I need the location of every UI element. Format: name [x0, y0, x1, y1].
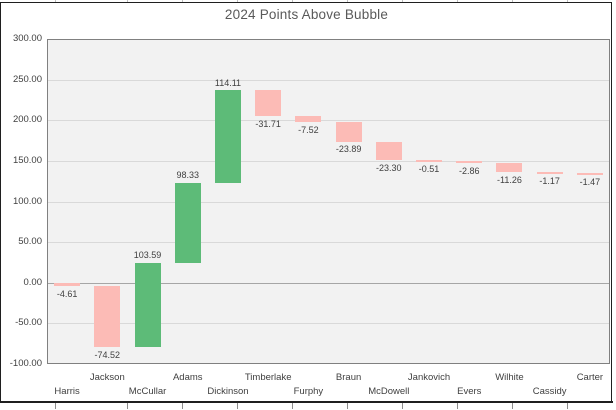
- chart-bottom-border: [0, 401, 613, 403]
- bar-mccullar[interactable]: [134, 262, 161, 348]
- chart-title[interactable]: 2024 Points Above Bubble: [224, 7, 389, 22]
- value-label-harris: -4.61: [56, 288, 78, 299]
- x-axis-label-carter: Carter: [576, 372, 604, 383]
- y-axis-tick-label: 150.00: [12, 154, 42, 166]
- gridline: [48, 242, 609, 243]
- bar-cassidy[interactable]: [536, 172, 563, 174]
- value-label-jankovich: -0.51: [418, 164, 440, 175]
- bar-jackson[interactable]: [94, 286, 121, 348]
- bar-carter[interactable]: [576, 173, 603, 175]
- value-label-carter: -1.47: [579, 177, 601, 188]
- x-axis-label-dickinson: Dickinson: [207, 386, 249, 397]
- value-label-evers: -2.86: [458, 165, 480, 176]
- x-axis-label-furphy: Furphy: [293, 386, 324, 397]
- y-axis-tick-label: 300.00: [12, 33, 42, 44]
- gridline: [48, 120, 609, 121]
- worksheet-tick: [182, 0, 183, 2]
- x-axis-label-mccullar: McCullar: [128, 386, 167, 397]
- gridline: [48, 202, 609, 203]
- x-axis-label-evers: Evers: [457, 386, 482, 397]
- bar-jankovich[interactable]: [416, 160, 443, 162]
- worksheet-tick: [292, 0, 293, 2]
- value-label-timberlake: -31.71: [255, 118, 281, 129]
- x-axis-label-wilhite: Wilhite: [495, 372, 524, 383]
- x-axis-label-cassidy: Cassidy: [532, 386, 567, 397]
- value-label-jackson: -74.52: [94, 349, 121, 360]
- worksheet-tick: [512, 403, 513, 409]
- y-axis-tick-label: 250.00: [12, 73, 42, 85]
- x-axis-label-adams: Adams: [172, 372, 203, 383]
- x-axis-label-jackson: Jackson: [89, 372, 125, 383]
- y-axis-tick-label: -50.00: [15, 317, 42, 329]
- worksheet-tick: [127, 0, 128, 2]
- worksheet-tick: [127, 403, 128, 409]
- value-label-braun: -23.89: [335, 144, 362, 155]
- value-label-adams: 98.33: [176, 170, 200, 181]
- bar-dickinson[interactable]: [214, 90, 241, 183]
- worksheet-tick: [512, 0, 513, 2]
- worksheet-tick: [402, 0, 403, 2]
- worksheet-tick: [237, 403, 238, 409]
- bar-adams[interactable]: [174, 182, 201, 263]
- worksheet-tick: [55, 0, 56, 2]
- y-axis-tick-label: 50.00: [18, 236, 42, 248]
- x-axis-label-braun: Braun: [335, 372, 362, 383]
- bar-evers[interactable]: [456, 160, 483, 164]
- y-axis-tick-label: 100.00: [12, 195, 42, 207]
- bar-harris[interactable]: [54, 282, 81, 287]
- value-label-mccullar: 103.59: [133, 250, 162, 261]
- value-label-mcdowell: -23.30: [376, 162, 402, 173]
- worksheet-tick: [457, 403, 458, 409]
- worksheet-tick: [237, 0, 238, 2]
- zero-gridline: [48, 283, 609, 284]
- gridline: [48, 80, 609, 81]
- chart-border-frame: [0, 2, 612, 403]
- worksheet-tick: [347, 0, 348, 2]
- y-axis-tick-label: 200.00: [12, 114, 42, 126]
- value-label-furphy: -7.52: [298, 124, 319, 135]
- value-label-wilhite: -11.26: [497, 174, 522, 185]
- x-axis-label-timberlake: Timberlake: [244, 372, 292, 383]
- bar-furphy[interactable]: [295, 116, 322, 123]
- bar-mcdowell[interactable]: [375, 141, 402, 161]
- value-label-cassidy: -1.17: [539, 176, 560, 187]
- x-axis-label-mcdowell: McDowell: [368, 386, 410, 397]
- worksheet-tick: [402, 403, 403, 409]
- value-label-dickinson: 114.11: [214, 77, 242, 88]
- y-axis-tick-label: -100.00: [9, 358, 42, 369]
- worksheet-tick: [182, 403, 183, 409]
- y-axis-tick-label: 0.00: [23, 276, 43, 288]
- worksheet-tick: [567, 403, 568, 409]
- gridline: [48, 323, 609, 324]
- worksheet-tick: [457, 0, 458, 2]
- x-axis-label-jankovich: Jankovich: [407, 372, 451, 383]
- bar-wilhite[interactable]: [496, 163, 523, 173]
- worksheet-tick: [567, 0, 568, 2]
- worksheet-tick: [347, 403, 348, 409]
- gridline: [48, 161, 609, 162]
- bar-braun[interactable]: [335, 122, 362, 142]
- x-axis-label-harris: Harris: [54, 386, 80, 397]
- worksheet-tick: [55, 403, 56, 409]
- worksheet-tick: [292, 403, 293, 409]
- bar-timberlake[interactable]: [255, 90, 282, 117]
